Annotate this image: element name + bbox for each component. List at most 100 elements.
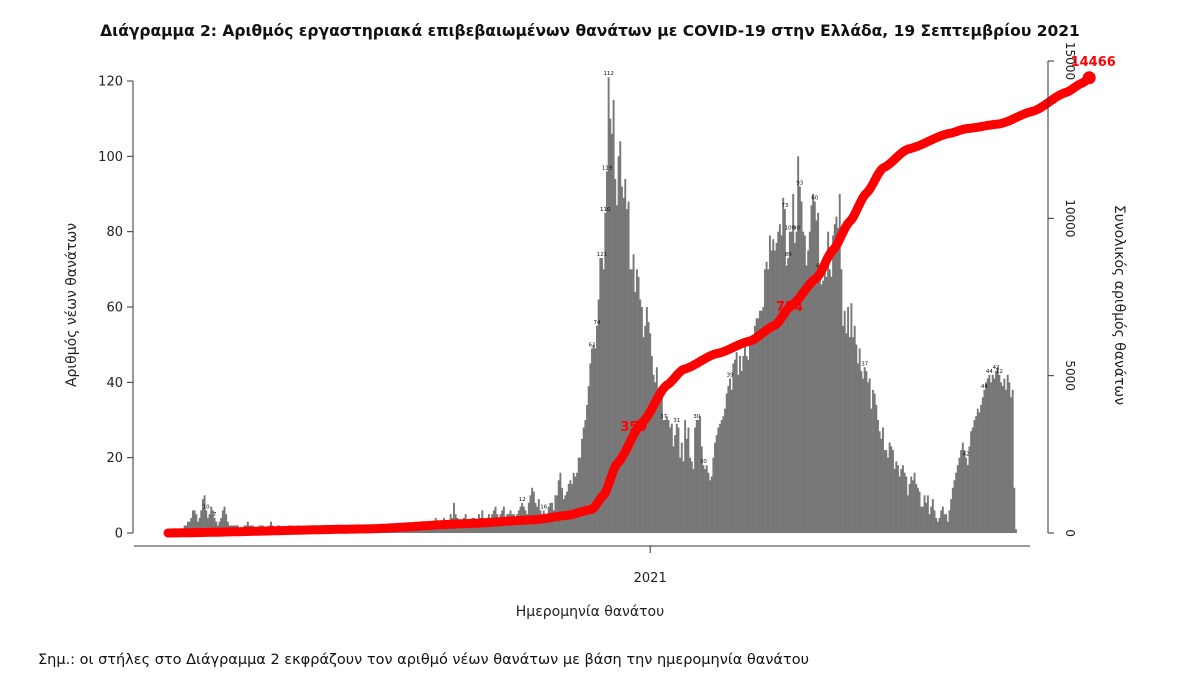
bar-value-label: 37 [660,414,667,420]
bar [990,382,993,533]
bar-value-label: 100 [785,226,796,232]
bar [190,517,193,533]
cumulative-line-layer: 359 724 14466 [163,55,1116,538]
bar [627,201,630,533]
bar [740,371,743,533]
bar-value-label: 7 [213,512,217,518]
bar [198,517,201,533]
bar [885,450,888,533]
bar-value-label: 10 [203,504,210,510]
bar [840,269,843,533]
bar [1015,529,1017,533]
bar [690,461,693,533]
bar [845,333,848,533]
bar [935,517,938,533]
bar-value-label: 119 [602,165,613,171]
bar [877,420,879,533]
bar [750,337,753,533]
bar [208,514,211,533]
bar-value-label: 37 [861,361,868,367]
bar [705,465,708,533]
bar [875,404,878,533]
bar [943,514,946,533]
bar [921,506,924,533]
bar [205,510,208,533]
bar-value-label: 62 [589,342,596,348]
bar [988,374,991,533]
bar [870,408,873,533]
bar [441,525,444,533]
bar-labels-layer: 1211191101121006274738993906160374244444… [203,71,1003,518]
bar [903,472,906,533]
bar-value-label: 121 [597,252,608,258]
bar [898,476,901,533]
bar [193,510,196,533]
bar [724,408,726,533]
bar [612,99,615,533]
bar [714,442,716,533]
bar-value-label: 89 [785,252,792,258]
bar [755,318,758,533]
bar [847,307,850,533]
bar [727,386,730,533]
bar [589,363,592,533]
bar [945,514,948,533]
bar [980,404,983,533]
bar [657,393,660,533]
bar [918,491,921,533]
bar [915,484,918,533]
bar [559,472,562,533]
bar [594,348,597,533]
bar [591,348,593,533]
bar [592,344,595,533]
bar [948,510,951,533]
bar [901,465,904,533]
bar [882,427,884,533]
bar [958,457,961,533]
bar [872,389,874,533]
bar [735,352,738,533]
bar-value-label: 30 [693,414,700,420]
bar [745,355,748,533]
bar [215,521,218,533]
bar [620,186,623,533]
bar [825,276,828,533]
y-axis-label: Αριθμός νέων θανάτων [64,223,80,387]
bar [785,265,788,533]
bar [195,514,198,533]
cumulative-annotation: 359 [620,420,647,435]
bar-value-label: 31 [673,418,680,424]
bar [965,457,968,533]
bar [910,476,913,533]
bar [966,465,969,533]
bar [552,510,555,533]
bar [732,363,735,533]
bar [900,468,903,533]
y-tick-label: 20 [106,451,123,466]
bar-value-label: 74 [594,320,601,326]
bar [704,468,707,533]
bar [674,435,677,533]
bar [822,280,825,533]
bar [672,446,675,533]
bar [747,359,750,533]
bar [446,525,449,533]
bar [669,427,672,533]
bar [218,521,221,533]
bar [981,397,984,533]
bar [780,235,783,533]
bar [624,178,627,533]
bar [749,344,751,533]
bar-value-label: 39 [727,373,734,379]
bar [597,299,600,533]
bar [857,363,859,533]
bar [795,231,798,534]
bar [211,510,214,533]
x-tick-label: 2021 [634,571,667,586]
bar [1013,487,1016,533]
bar [699,416,702,533]
bar [712,457,715,533]
bar [1008,382,1011,533]
bar [850,303,853,533]
bar [213,517,216,533]
